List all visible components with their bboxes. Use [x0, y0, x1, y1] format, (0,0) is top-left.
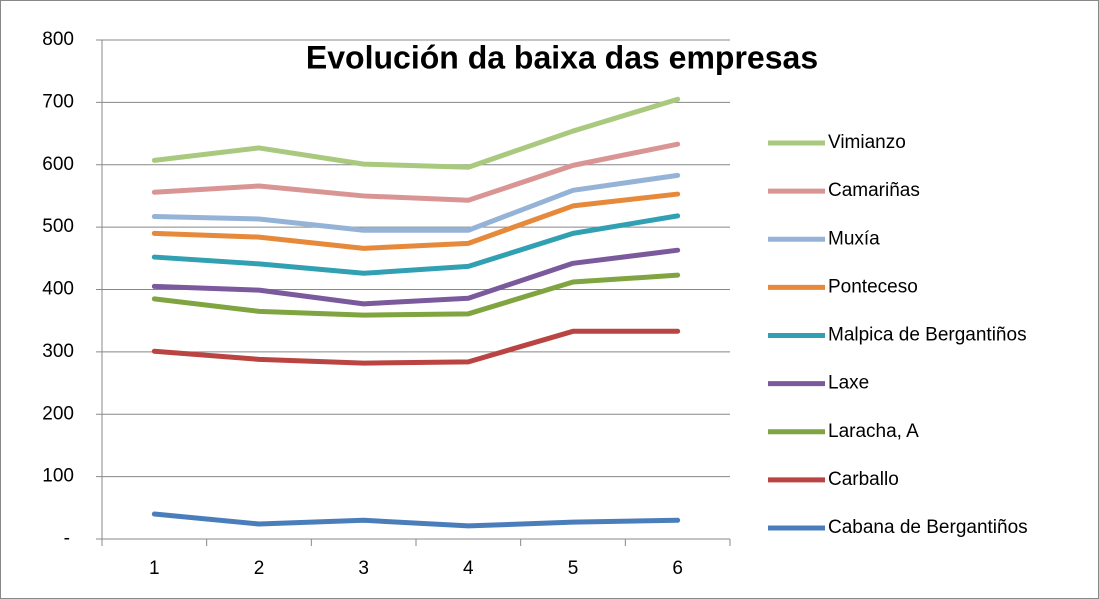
y-tick-label: 800 — [42, 29, 74, 50]
chart-title: Evolución da baixa das empresas — [306, 39, 818, 75]
legend-label: Carballo — [828, 469, 899, 490]
series-line — [151, 191, 681, 251]
y-tick-label: 300 — [42, 341, 74, 362]
x-tick-label: 4 — [463, 558, 474, 579]
y-tick-label: 100 — [42, 466, 74, 487]
series-line — [151, 247, 681, 307]
y-tick-label: 500 — [42, 216, 74, 237]
y-tick-label: 700 — [42, 91, 74, 112]
y-tick-label: 600 — [42, 154, 74, 175]
series-line — [151, 511, 681, 529]
x-tick-label: 3 — [358, 558, 369, 579]
x-tick-label: 1 — [149, 558, 160, 579]
y-tick-label: 400 — [42, 279, 74, 300]
legend-label: Vimianzo — [828, 132, 906, 153]
legend-label: Laxe — [828, 373, 869, 394]
x-tick-label: 2 — [254, 558, 265, 579]
legend-label: Camariñas — [828, 180, 920, 201]
legend-label: Malpica de Bergantiños — [828, 325, 1027, 346]
legend-label: Cabana de Bergantiños — [828, 517, 1028, 538]
series-line — [151, 213, 681, 276]
legend-label: Muxía — [828, 228, 880, 249]
y-tick-label: 200 — [42, 403, 74, 424]
y-tick-label: - — [64, 528, 70, 549]
x-tick-label: 6 — [672, 558, 683, 579]
series-line — [151, 172, 681, 233]
series-line — [151, 272, 681, 318]
series-line — [151, 141, 681, 203]
legend-label: Ponteceso — [828, 276, 918, 297]
x-tick-label: 5 — [568, 558, 579, 579]
series-line — [151, 96, 681, 170]
legend-label: Laracha, A — [828, 421, 919, 442]
series-line — [151, 328, 681, 366]
